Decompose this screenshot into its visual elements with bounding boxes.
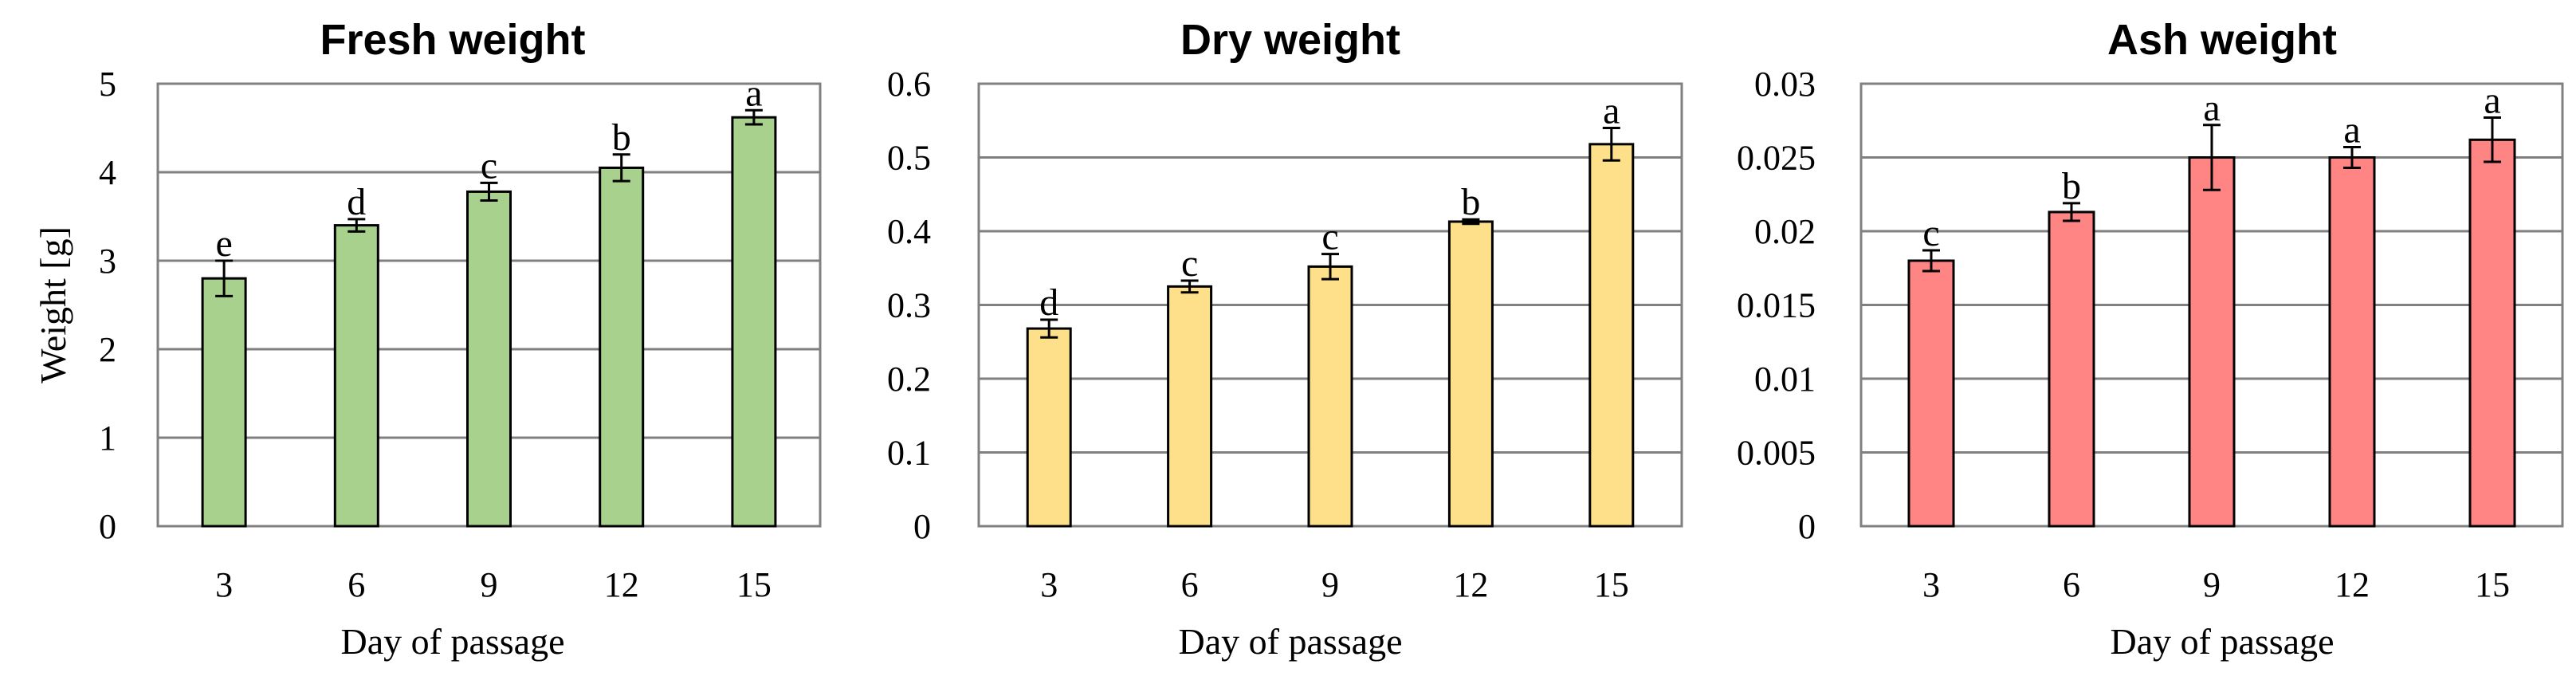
ash-weight-significance-letter: c xyxy=(1922,212,1939,254)
dry-weight-significance-letter: b xyxy=(1461,181,1480,223)
fresh-weight-y-tick-label: 3 xyxy=(99,242,116,281)
ash-weight-y-tick-label: 0.015 xyxy=(1737,286,1816,325)
dry-weight-x-tick-label: 3 xyxy=(1040,565,1058,604)
ash-weight-significance-letter: b xyxy=(2062,165,2081,207)
dry-weight-significance-letter: d xyxy=(1039,281,1058,324)
fresh-weight-y-tick-label: 0 xyxy=(99,507,116,546)
dry-weight-y-tick-label: 0.6 xyxy=(887,65,931,104)
dry-weight-title: Dry weight xyxy=(1180,16,1400,64)
ash-weight-x-tick-label: 3 xyxy=(1922,565,1940,604)
dry-weight-x-tick-label: 15 xyxy=(1594,565,1629,604)
ash-weight-significance-letter: a xyxy=(2203,87,2220,129)
fresh-weight-significance-letter: b xyxy=(612,116,631,159)
fresh-weight-significance-letter: c xyxy=(481,144,497,187)
fresh-weight-x-tick-label: 15 xyxy=(736,565,772,604)
ash-weight-x-axis-label: Day of passage xyxy=(2110,621,2334,662)
fresh-weight-x-tick-label: 9 xyxy=(481,565,498,604)
fresh-weight-bar xyxy=(731,116,777,528)
fresh-weight-y-tick-label: 1 xyxy=(99,419,116,458)
dry-weight-bar xyxy=(1447,220,1494,528)
ash-weight-bar xyxy=(2328,156,2376,528)
fresh-weight-significance-letter: d xyxy=(347,181,366,223)
fresh-weight-y-tick-label: 2 xyxy=(99,330,116,369)
fresh-weight-y-tick-label: 5 xyxy=(99,65,116,104)
ash-weight-y-tick-label: 0.03 xyxy=(1754,65,1816,104)
dry-weight-y-tick-label: 0.1 xyxy=(887,434,931,473)
ash-weight-x-tick-label: 9 xyxy=(2203,565,2221,604)
ash-weight-panel: Ash weight 0 0.005 0.01 0.015 0.02 0.025 0.03 c 3… xyxy=(1737,16,2564,662)
dry-weight-significance-letter: a xyxy=(1603,90,1620,132)
dry-weight-bar xyxy=(1026,327,1072,528)
dry-weight-y-tick-label: 0.4 xyxy=(887,212,931,251)
fresh-weight-y-axis-label: Weight [g] xyxy=(33,226,73,383)
fresh-weight-y-tick-label: 4 xyxy=(99,153,116,192)
dry-weight-y-tick-label: 0.2 xyxy=(887,360,931,399)
dry-weight-bar xyxy=(1167,285,1213,528)
ash-weight-y-tick-label: 0.02 xyxy=(1754,212,1816,251)
dry-weight-significance-letter: c xyxy=(1181,242,1198,285)
ash-weight-y-tick-label: 0.01 xyxy=(1754,360,1816,399)
ash-weight-x-tick-label: 6 xyxy=(2063,565,2080,604)
dry-weight-x-tick-label: 12 xyxy=(1453,565,1488,604)
fresh-weight-x-tick-label: 3 xyxy=(215,565,233,604)
ash-weight-bar xyxy=(1907,259,1955,528)
fresh-weight-bar xyxy=(599,166,645,528)
ash-weight-y-tick-label: 0.025 xyxy=(1737,139,1816,178)
fresh-weight-significance-letter: e xyxy=(215,222,232,265)
dry-weight-y-tick-label: 0 xyxy=(913,507,931,546)
dry-weight-y-tick-label: 0.5 xyxy=(887,139,931,178)
ash-weight-bar xyxy=(2048,210,2095,528)
dry-weight-x-tick-label: 9 xyxy=(1321,565,1339,604)
fresh-weight-x-axis-label: Day of passage xyxy=(340,621,564,662)
ash-weight-x-tick-label: 15 xyxy=(2475,565,2510,604)
ash-weight-significance-letter: a xyxy=(2343,109,2360,151)
dry-weight-bar xyxy=(1307,265,1353,528)
dry-weight-y-tick-label: 0.3 xyxy=(887,286,931,325)
fresh-weight-bar xyxy=(466,190,512,528)
fresh-weight-significance-letter: a xyxy=(745,72,762,114)
dry-weight-significance-letter: c xyxy=(1321,216,1338,258)
ash-weight-bar xyxy=(2468,138,2516,528)
ash-weight-significance-letter: a xyxy=(2484,80,2500,122)
fresh-weight-bar xyxy=(333,224,379,528)
dry-weight-x-tick-label: 6 xyxy=(1181,565,1199,604)
dry-weight-x-axis-label: Day of passage xyxy=(1178,621,1402,662)
ash-weight-y-tick-label: 0 xyxy=(1798,507,1816,546)
fresh-weight-x-tick-label: 6 xyxy=(348,565,365,604)
fresh-weight-bar xyxy=(201,277,247,528)
dry-weight-panel: Dry weight 0 0.1 0.2 0.3 0.4 0.5 0.6 d 3 c 6 c 9 b 12 a 1… xyxy=(887,16,1683,662)
dry-weight-bar xyxy=(1588,143,1635,528)
ash-weight-bar xyxy=(2188,156,2236,528)
fresh-weight-x-tick-label: 12 xyxy=(604,565,639,604)
fresh-weight-title: Fresh weight xyxy=(320,16,585,64)
ash-weight-y-tick-label: 0.005 xyxy=(1737,434,1816,473)
ash-weight-title: Ash weight xyxy=(2107,16,2337,64)
ash-weight-x-tick-label: 12 xyxy=(2334,565,2370,604)
